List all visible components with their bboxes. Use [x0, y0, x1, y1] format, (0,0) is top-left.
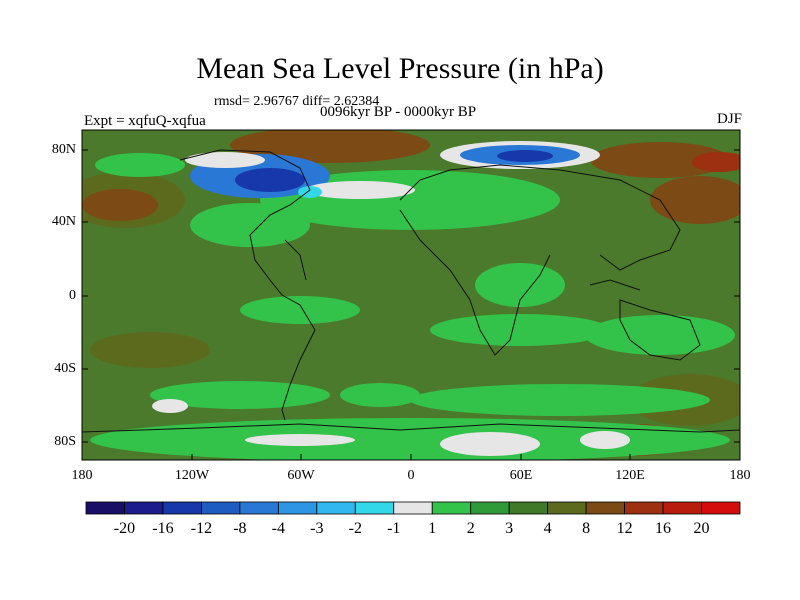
anomaly-region: [235, 168, 305, 192]
colorbar: [85, 501, 741, 515]
anomaly-region: [95, 153, 185, 177]
colorbar-swatch: [508, 501, 549, 515]
anomaly-region: [430, 314, 610, 346]
colorbar-swatch: [431, 501, 472, 515]
anomaly-region: [185, 152, 265, 168]
colorbar-label: 12: [616, 520, 633, 537]
y-tick-label: 80N: [51, 142, 76, 157]
colorbar-label: 3: [505, 520, 514, 537]
coastline: [399, 209, 551, 356]
anomaly-region: [190, 203, 310, 247]
colorbar-label: 1: [428, 520, 437, 537]
coastline: [399, 164, 681, 271]
y-tick-label: 0: [69, 288, 76, 303]
anomaly-region: [240, 296, 360, 324]
anomaly-region: [475, 263, 565, 307]
colorbar-swatch: [162, 501, 202, 515]
y-tick-label: 40S: [54, 361, 76, 376]
anomaly-region: [305, 181, 415, 199]
map-title: Mean Sea Level Pressure (in hPa): [196, 52, 604, 85]
coastline: [82, 423, 740, 433]
x-tick-label: 0: [407, 468, 415, 483]
colorbar-label: -3: [310, 520, 324, 537]
anomaly-region: [230, 130, 430, 163]
colorbar-label: -4: [271, 520, 285, 537]
anomaly-region: [440, 432, 540, 456]
statistics-label: rmsd= 2.96767 diff= 2.62384: [214, 94, 380, 109]
colorbar-swatch: [316, 501, 356, 515]
x-tick-label: 120E: [615, 468, 645, 483]
colorbar-swatch: [624, 501, 664, 515]
colorbar-swatch: [393, 501, 433, 515]
colorbar-label: 16: [655, 520, 672, 537]
anomaly-region: [90, 418, 730, 460]
colorbar-label: -16: [152, 520, 174, 537]
colorbar-swatch: [354, 501, 395, 515]
colorbar-swatch: [85, 501, 125, 515]
anomaly-region: [245, 434, 355, 446]
colorbar-swatch: [585, 501, 625, 515]
colorbar-label: -20: [113, 520, 136, 537]
season-label: DJF: [716, 111, 742, 127]
pressure-anomaly-field: [82, 130, 740, 460]
anomaly-region: [650, 176, 740, 224]
colorbar-swatch: [547, 501, 587, 515]
period-label: 0096kyr BP - 0000kyr BP: [320, 104, 477, 120]
colorbar-label: -8: [233, 520, 247, 537]
colorbar-swatch: [701, 501, 741, 515]
colorbar-label: 20: [693, 520, 710, 537]
x-tick-label: 180: [71, 468, 93, 483]
colorbar-label: 4: [543, 520, 552, 537]
coastline: [589, 279, 641, 291]
x-tick-label: 180: [729, 468, 751, 483]
anomaly-region: [497, 150, 553, 162]
anomaly-region: [580, 431, 630, 449]
coastline: [284, 239, 307, 281]
x-tick-label: 60E: [509, 468, 533, 483]
colorbar-swatch: [662, 501, 702, 515]
colorbar-label: 8: [582, 520, 591, 537]
x-tick-label: 60W: [287, 468, 315, 483]
colorbar-label: -1: [387, 520, 401, 537]
anomaly-region: [90, 332, 210, 368]
colorbar-swatch: [124, 501, 164, 515]
y-tick-label: 40N: [51, 214, 76, 229]
anomaly-region: [692, 152, 740, 172]
coastline: [619, 299, 701, 361]
colorbar-swatch: [201, 501, 241, 515]
anomaly-region: [152, 399, 188, 413]
colorbar-label: 2: [466, 520, 475, 537]
x-tick-label: 120W: [174, 468, 210, 483]
colorbar-swatch: [277, 501, 318, 515]
tick-marks: [81, 149, 741, 460]
colorbar-label: -2: [348, 520, 362, 537]
anomaly-region: [585, 315, 735, 355]
experiment-label: Expt = xqfuQ-xqfua: [84, 113, 206, 129]
colorbar-label: -12: [190, 520, 213, 537]
anomaly-region: [410, 384, 710, 416]
colorbar-swatch: [239, 501, 279, 515]
y-tick-label: 80S: [54, 434, 76, 449]
coastline: [179, 149, 316, 421]
colorbar-swatch: [470, 501, 510, 515]
coastlines: [82, 149, 740, 433]
anomaly-region: [340, 383, 420, 407]
anomaly-region: [82, 189, 158, 221]
anomaly-region: [590, 142, 730, 178]
